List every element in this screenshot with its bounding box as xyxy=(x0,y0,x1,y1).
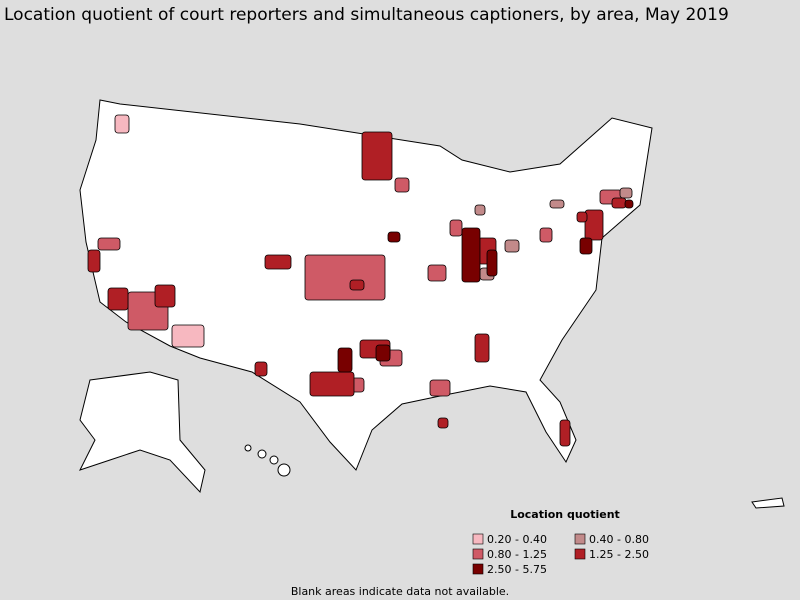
area xyxy=(304,254,386,301)
area xyxy=(611,197,627,209)
puerto-rico xyxy=(751,497,785,509)
map xyxy=(79,99,785,509)
area xyxy=(309,371,355,397)
area xyxy=(107,287,129,311)
regions xyxy=(87,114,634,447)
area xyxy=(349,279,365,291)
legend-swatch xyxy=(574,533,586,545)
area xyxy=(461,227,481,283)
area xyxy=(584,209,604,241)
area xyxy=(254,361,268,377)
legend-items: 0.20 - 0.40 0.40 - 0.80 0.80 - 1.25 1.25 - … xyxy=(472,533,649,576)
legend-title: Location quotient xyxy=(510,508,620,521)
area xyxy=(539,227,553,243)
area xyxy=(449,219,463,237)
alaska xyxy=(79,371,206,494)
legend-swatch xyxy=(574,548,586,560)
area xyxy=(486,249,498,277)
area xyxy=(171,324,205,348)
area xyxy=(559,419,571,447)
area xyxy=(579,237,593,255)
legend-swatch xyxy=(472,533,484,545)
legend-label: 1.25 - 2.50 xyxy=(589,548,649,561)
note: Blank areas indicate data not available. xyxy=(291,585,509,598)
area xyxy=(97,237,121,251)
area xyxy=(549,199,565,209)
area xyxy=(264,254,292,270)
area xyxy=(619,187,633,199)
legend-swatch xyxy=(472,548,484,560)
area xyxy=(474,333,490,363)
hawaii xyxy=(244,444,291,477)
legend-label: 0.20 - 0.40 xyxy=(487,533,547,546)
legend-label: 0.40 - 0.80 xyxy=(589,533,649,546)
area xyxy=(474,204,486,216)
area xyxy=(429,379,451,397)
legend-label: 0.80 - 1.25 xyxy=(487,548,547,561)
area xyxy=(361,131,393,181)
legend-swatch xyxy=(472,563,484,575)
area xyxy=(427,264,447,282)
title: Location quotient of court reporters and… xyxy=(4,5,729,25)
area xyxy=(576,211,588,223)
area xyxy=(624,199,634,209)
area xyxy=(337,347,353,373)
legend: Location quotient 0.20 - 0.40 0.40 - 0.80… xyxy=(472,508,649,576)
area xyxy=(437,417,449,429)
area xyxy=(504,239,520,253)
area xyxy=(114,114,130,134)
area xyxy=(394,177,410,193)
area xyxy=(375,344,391,362)
area xyxy=(154,284,176,308)
area xyxy=(87,249,101,273)
legend-label: 2.50 - 5.75 xyxy=(487,563,547,576)
area xyxy=(387,231,401,243)
